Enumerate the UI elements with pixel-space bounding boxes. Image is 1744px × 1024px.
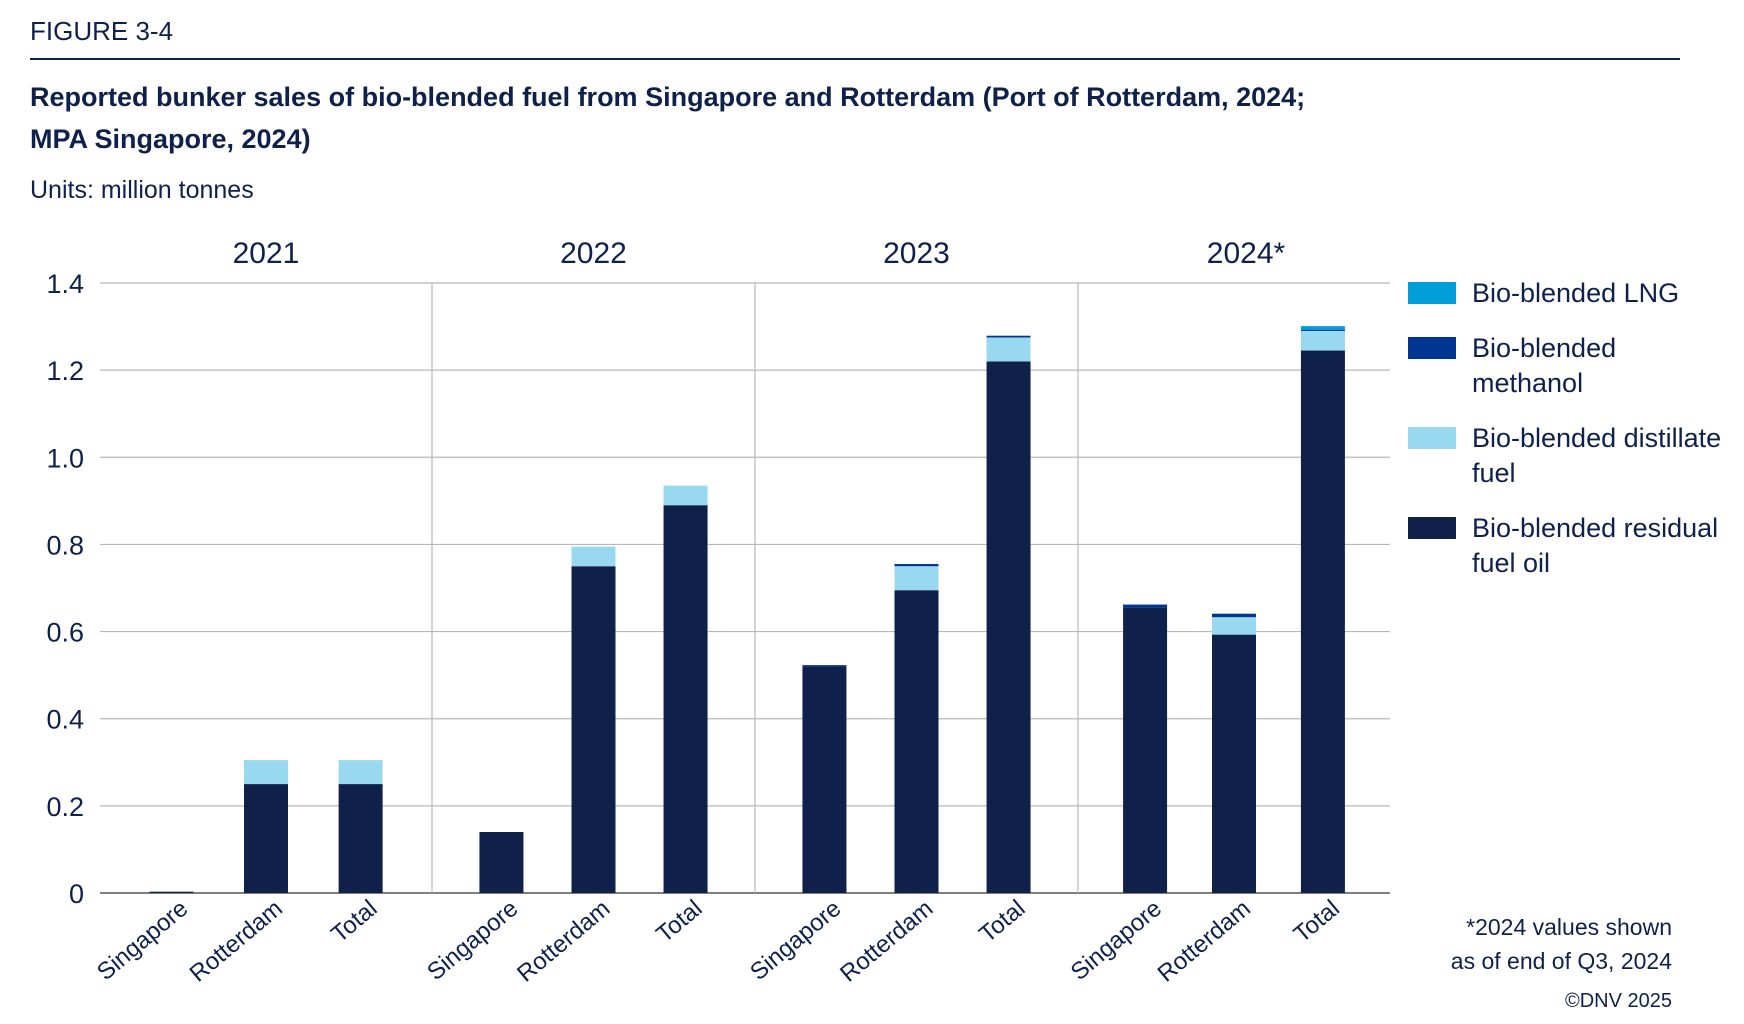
bar-segment [1123, 604, 1168, 608]
units-label: Units: million tonnes [30, 176, 254, 204]
top-rule [30, 58, 1680, 60]
bar-segment [802, 666, 847, 893]
legend-label-lng: Bio-blended LNG [1472, 278, 1680, 308]
chart-title: Reported bunker sales of bio-blended fue… [30, 76, 1650, 160]
y-tick-label: 1.2 [46, 356, 84, 386]
group-label: 2023 [883, 237, 950, 270]
bar-segment [1300, 350, 1345, 893]
x-tick-label: Total [1289, 895, 1345, 948]
bar-segment [663, 505, 708, 893]
bar-segment [149, 891, 194, 893]
x-tick-label: Rotterdam [512, 895, 615, 988]
bar-segment [1300, 329, 1345, 331]
bar-segment [894, 590, 939, 893]
x-tick-label: Total [326, 895, 382, 948]
bar-segment [802, 665, 847, 667]
bar-segment [1212, 617, 1256, 635]
x-tick-label: Total [974, 895, 1030, 948]
x-tick-label: Singapore [745, 895, 846, 986]
legend-swatch-lng [1408, 282, 1456, 304]
bar-segment [663, 485, 708, 506]
y-tick-label: 0 [69, 879, 84, 909]
bar-segment [338, 760, 383, 785]
legend-swatch-residual [1408, 517, 1456, 539]
y-tick-label: 0.4 [46, 705, 84, 735]
copyright: ©DNV 2025 [1564, 990, 1672, 1012]
y-tick-label: 1.4 [46, 269, 84, 299]
footnote-line-2: as of end of Q3, 2024 [1450, 948, 1672, 974]
x-tick-label: Rotterdam [185, 895, 288, 988]
chart-title-line-1: Reported bunker sales of bio-blended fue… [30, 82, 1306, 112]
bar-segment [986, 361, 1031, 893]
footnote-line-1: *2024 values shown [1466, 914, 1672, 940]
bar-segment [1212, 613, 1256, 618]
bar-segment [894, 566, 939, 591]
bar-segment [986, 335, 1031, 338]
legend-item-methanol: Bio-blended methanol [1408, 331, 1738, 401]
x-tick-label: Rotterdam [1153, 895, 1256, 988]
legend-item-residual: Bio-blended residual fuel oil [1408, 511, 1738, 581]
legend-swatch-distillate [1408, 427, 1456, 449]
bar-segment [1212, 634, 1256, 893]
x-tick-label: Total [651, 895, 707, 948]
y-tick-label: 0.8 [46, 530, 84, 560]
bar-segment [571, 566, 616, 893]
y-tick-label: 0.2 [46, 792, 84, 822]
bar-segment [338, 784, 383, 893]
figure-label: FIGURE 3-4 [30, 16, 174, 46]
bar-segment [244, 784, 288, 893]
chart-title-line-2: MPA Singapore, 2024) [30, 124, 311, 154]
bar-segment [894, 564, 939, 567]
x-tick-label: Rotterdam [835, 895, 938, 988]
bar-segment [1123, 607, 1168, 893]
x-tick-label: Singapore [92, 895, 193, 986]
y-tick-label: 1.0 [46, 443, 84, 473]
bar-segment [244, 760, 288, 785]
bar-segment [1300, 330, 1345, 351]
group-label: 2024* [1207, 237, 1286, 270]
legend-label-residual: Bio-blended residual fuel oil [1472, 513, 1719, 578]
bar-segment [1300, 326, 1345, 330]
legend-swatch-methanol [1408, 337, 1456, 359]
legend-item-lng: Bio-blended LNG [1408, 276, 1738, 311]
x-tick-label: Singapore [1066, 895, 1167, 986]
group-label: 2022 [560, 237, 627, 270]
legend: Bio-blended LNG Bio-blended methanol Bio… [1408, 276, 1738, 601]
legend-label-methanol: Bio-blended methanol [1472, 333, 1617, 398]
bar-segment [571, 546, 616, 567]
legend-label-distillate: Bio-blended distillate fuel [1472, 423, 1722, 488]
footnote: *2024 values shown as of end of Q3, 2024 [1451, 910, 1672, 978]
bar-segment [986, 337, 1031, 362]
legend-item-distillate: Bio-blended distillate fuel [1408, 421, 1738, 491]
bar-segment [479, 832, 524, 893]
y-tick-label: 0.6 [46, 618, 84, 648]
group-label: 2021 [233, 237, 300, 270]
x-tick-label: Singapore [422, 895, 523, 986]
